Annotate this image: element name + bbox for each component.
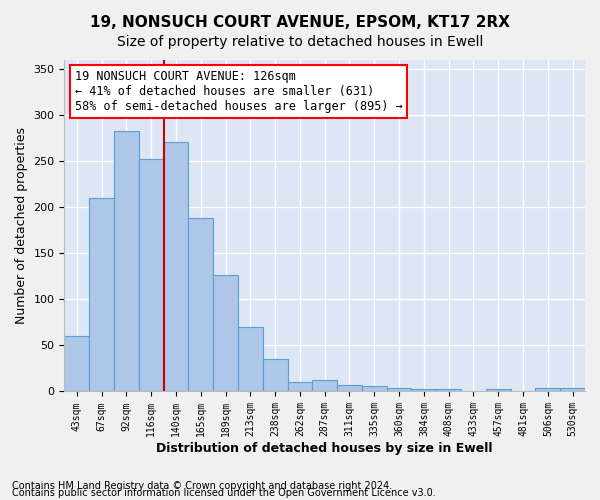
- Text: Size of property relative to detached houses in Ewell: Size of property relative to detached ho…: [117, 35, 483, 49]
- Bar: [461, 390, 486, 392]
- X-axis label: Distribution of detached houses by size in Ewell: Distribution of detached houses by size …: [157, 442, 493, 455]
- Bar: [386, 388, 412, 392]
- Bar: [436, 388, 461, 392]
- Bar: [64, 336, 89, 392]
- Bar: [313, 380, 337, 392]
- Text: Contains HM Land Registry data © Crown copyright and database right 2024.: Contains HM Land Registry data © Crown c…: [12, 481, 392, 491]
- Y-axis label: Number of detached properties: Number of detached properties: [15, 127, 28, 324]
- Bar: [287, 382, 313, 392]
- Bar: [114, 131, 139, 392]
- Bar: [238, 327, 263, 392]
- Bar: [263, 359, 287, 392]
- Bar: [188, 218, 213, 392]
- Bar: [139, 158, 164, 392]
- Bar: [412, 388, 436, 392]
- Bar: [362, 386, 386, 392]
- Bar: [213, 274, 238, 392]
- Bar: [535, 388, 560, 392]
- Bar: [511, 390, 535, 392]
- Bar: [486, 388, 511, 392]
- Bar: [337, 385, 362, 392]
- Text: 19 NONSUCH COURT AVENUE: 126sqm
← 41% of detached houses are smaller (631)
58% o: 19 NONSUCH COURT AVENUE: 126sqm ← 41% of…: [75, 70, 403, 113]
- Bar: [89, 198, 114, 392]
- Text: Contains public sector information licensed under the Open Government Licence v3: Contains public sector information licen…: [12, 488, 436, 498]
- Bar: [164, 142, 188, 392]
- Bar: [560, 388, 585, 392]
- Text: 19, NONSUCH COURT AVENUE, EPSOM, KT17 2RX: 19, NONSUCH COURT AVENUE, EPSOM, KT17 2R…: [90, 15, 510, 30]
